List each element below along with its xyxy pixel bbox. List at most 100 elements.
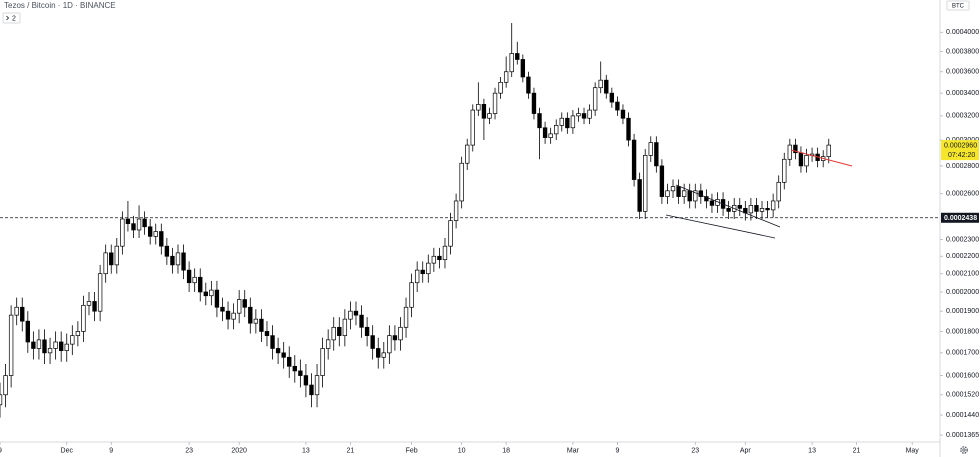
candle-body-down — [687, 190, 692, 202]
x-tick-label: 9 — [109, 447, 113, 454]
candle-body-down — [170, 255, 175, 266]
x-tick-label: 13 — [302, 447, 310, 454]
candle-body-up — [120, 218, 125, 247]
candle-body-down — [109, 252, 114, 266]
y-tick-label: 0.0001365 — [946, 432, 979, 439]
indicator-count[interactable]: 2 — [12, 15, 16, 22]
currency-label[interactable]: BTC — [952, 3, 965, 9]
currency-toggle[interactable]: BTC — [946, 0, 970, 11]
candle-body-down — [631, 139, 637, 180]
candle-body-down — [615, 101, 620, 111]
y-tick-label: 0.0001700 — [946, 350, 979, 357]
candle-body-down — [353, 310, 359, 316]
candle-body-down — [626, 117, 631, 141]
candle-body-down — [737, 205, 742, 209]
x-tick-label: 21 — [853, 447, 861, 454]
currency-box[interactable] — [946, 0, 970, 11]
candle-body-up — [787, 144, 793, 160]
candle-body-down — [275, 348, 281, 354]
settings-button[interactable] — [960, 446, 968, 454]
y-tick-label: 0.0002800 — [946, 163, 979, 170]
candle-body-down — [42, 339, 47, 354]
candle-body-up — [554, 125, 559, 135]
candle-body-up — [598, 79, 603, 89]
candle-body-down — [765, 208, 770, 211]
candle-body-up — [398, 326, 403, 341]
candle-body-up — [64, 343, 69, 352]
candle-body-up — [759, 208, 765, 212]
chevron-icon — [6, 15, 10, 21]
candle-body-down — [726, 208, 731, 212]
y-tick-label: 0.0001440 — [946, 412, 979, 419]
level-label: 0.0002438 — [944, 215, 977, 222]
x-tick-label: 9 — [0, 447, 2, 454]
y-tick-label: 0.0001520 — [946, 392, 979, 399]
candle-body-down — [159, 231, 164, 247]
candle-body-up — [570, 115, 576, 129]
level-label-box — [941, 212, 979, 223]
settings-icon-center — [962, 448, 966, 452]
y-tick-label: 0.0003200 — [946, 113, 979, 120]
candle-body-up — [381, 352, 386, 358]
candle-body-up — [465, 144, 470, 164]
candle-body-up — [325, 339, 331, 349]
x-tick-label: Feb — [406, 447, 418, 454]
candle-body-up — [409, 282, 414, 308]
candle-body-up — [348, 310, 353, 320]
candle-body-down — [609, 92, 615, 103]
candle-body-down — [270, 335, 275, 349]
candle-body-down — [364, 326, 370, 336]
candle-body-down — [214, 289, 220, 308]
candle-body-up — [748, 205, 754, 214]
candle-body-down — [220, 306, 225, 312]
candle-body-up — [0, 394, 3, 406]
candle-body-up — [492, 92, 498, 114]
candle-body-up — [314, 375, 320, 396]
candle-body-up — [403, 306, 409, 328]
candle-body-down — [542, 127, 548, 138]
candle-body-up — [426, 262, 431, 275]
candle-body-up — [665, 190, 670, 197]
candle-body-up — [231, 312, 236, 320]
candle-body-down — [298, 370, 303, 376]
candle-body-down — [654, 142, 659, 167]
candle-body-up — [175, 252, 181, 266]
candle-body-down — [242, 299, 247, 308]
candle-body-up — [70, 335, 75, 345]
candle-body-up — [53, 341, 58, 349]
x-tick-label: Mar — [567, 447, 580, 454]
candle-body-up — [8, 314, 14, 376]
candle-body-up — [498, 81, 503, 94]
candle-body-up — [36, 339, 42, 349]
candle-body-up — [320, 348, 325, 376]
candle-body-up — [693, 190, 698, 202]
candle-body-up — [47, 348, 53, 354]
candle-body-down — [376, 348, 381, 358]
x-tick-label: 13 — [808, 447, 816, 454]
x-tick-label: 23 — [691, 447, 699, 454]
candle-body-down — [31, 341, 36, 349]
candle-body-up — [136, 218, 142, 231]
x-tick-label: 10 — [458, 447, 466, 454]
candle-body-down — [370, 335, 375, 349]
candle-body-down — [131, 223, 136, 231]
candle-body-up — [643, 155, 648, 212]
candle-body-down — [142, 218, 147, 228]
candle-body-down — [637, 179, 642, 212]
settings-icon[interactable] — [960, 446, 968, 454]
candle-body-up — [804, 155, 809, 167]
candle-body-up — [459, 162, 464, 202]
wedge-upper-line — [675, 184, 781, 228]
indicator-toggle-box[interactable] — [2, 12, 21, 24]
candle-body-up — [431, 255, 437, 264]
x-tick-label: 2020 — [231, 447, 247, 454]
x-tick-label: 18 — [502, 447, 510, 454]
candle-body-down — [147, 226, 153, 237]
indicator-toggle[interactable]: 2 — [2, 12, 21, 24]
candle-body-down — [359, 314, 364, 328]
y-tick-label: 0.0002200 — [946, 253, 979, 260]
candle-body-up — [487, 113, 492, 119]
time-axis: 9 Dec 9 23 2020 13 21 Feb 10 18 Mar 9 23 Apr 13 21 May — [0, 442, 919, 454]
